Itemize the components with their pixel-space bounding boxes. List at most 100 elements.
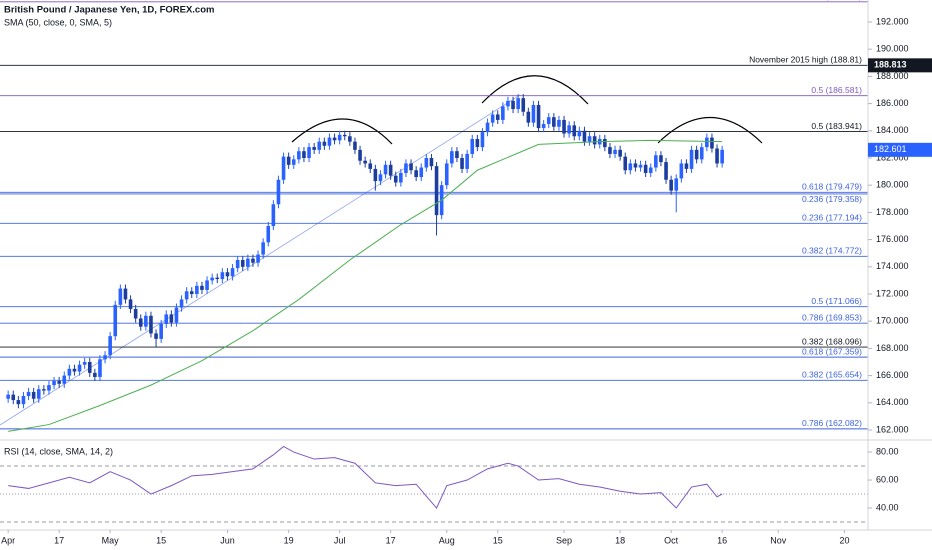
candle-body — [133, 308, 138, 319]
price-pane: 0.382 (193.483) November 2015 high (188.8… — [0, 0, 868, 432]
x-tick-label: Jul — [334, 535, 346, 545]
y-tick-label: 170.000 — [876, 316, 909, 326]
candle-body — [57, 381, 61, 384]
candle-body — [699, 147, 704, 160]
candle-body — [536, 104, 541, 129]
candle-body — [541, 124, 546, 129]
candle-body — [705, 137, 709, 148]
y-tick-label: 40.00 — [876, 502, 899, 512]
candle-body — [592, 136, 597, 145]
level-label: 0.618 (167.359) — [802, 346, 862, 356]
candle-body — [419, 167, 424, 178]
candle-body — [205, 280, 209, 290]
candle-body — [470, 138, 475, 154]
candle-body — [317, 141, 322, 150]
candle-body — [149, 315, 153, 334]
candle-body — [195, 285, 199, 294]
candle-body — [256, 254, 260, 263]
legend: British Pound / Japanese Yen, 1D, FOREX.… — [4, 5, 214, 457]
y-tick-label: 174.000 — [876, 261, 909, 271]
candle-body — [297, 151, 301, 160]
candle-body — [72, 368, 77, 372]
candle-body — [291, 159, 296, 165]
candle-body — [184, 291, 189, 300]
candle-body — [251, 258, 255, 263]
head-arc — [481, 75, 589, 105]
candle-body — [684, 163, 689, 169]
candle-body — [327, 137, 332, 146]
candle-body — [240, 260, 245, 267]
candle-body — [414, 170, 418, 178]
sma-line — [8, 139, 723, 432]
level-label: 0.5 (186.581) — [811, 85, 862, 95]
candle-body — [378, 174, 383, 182]
candle-body — [689, 149, 694, 169]
y-tick-label: 168.000 — [876, 343, 909, 353]
candle-body — [506, 100, 510, 107]
candle-body — [368, 163, 373, 169]
candle-body — [286, 156, 291, 165]
candle-body — [465, 153, 469, 169]
level-label: 0.5 (183.941) — [811, 121, 862, 131]
candle-body — [648, 167, 653, 173]
level-label: November 2015 high (188.81) — [749, 55, 862, 65]
x-tick-label: Jun — [220, 535, 235, 545]
y-tick-label: 184.000 — [876, 125, 909, 135]
candle-body — [82, 362, 87, 365]
candle-body — [118, 288, 123, 305]
candle-body — [312, 147, 316, 150]
candle-body — [546, 117, 551, 124]
candle-body — [679, 163, 684, 179]
level-label: 0.382 (193.483) — [802, 0, 862, 1]
x-tick-label: 18 — [615, 535, 625, 545]
candle-body — [664, 162, 668, 180]
candle-body — [332, 137, 337, 141]
candle-body — [715, 148, 719, 164]
candle-body — [322, 141, 327, 146]
candle-body — [623, 156, 628, 171]
candle-body — [103, 355, 107, 360]
candle-body — [169, 314, 174, 323]
candle-body — [164, 314, 169, 324]
candle-body — [393, 175, 398, 183]
candle-body — [628, 163, 633, 171]
candle-body — [674, 178, 679, 191]
candle-body — [383, 164, 388, 175]
candle-body — [302, 151, 306, 158]
candle-body — [179, 299, 184, 308]
level-label: 0.236 (177.194) — [802, 213, 862, 223]
y-tick-label: 166.000 — [876, 370, 909, 380]
level-label: 0.236 (179.358) — [802, 194, 862, 204]
candle-body — [373, 168, 378, 182]
candle-body — [429, 158, 434, 167]
x-tick-label: 15 — [156, 535, 166, 545]
y-tick-label: 180.000 — [876, 180, 909, 190]
candle-body — [230, 268, 235, 277]
candle-body — [501, 106, 505, 120]
candle-body — [720, 149, 724, 164]
candle-body — [710, 137, 714, 149]
candle-body — [659, 155, 663, 163]
candle-body — [363, 160, 367, 164]
level-badge-label: 188.813 — [874, 60, 907, 70]
candle-body — [261, 242, 265, 255]
y-tick-label: 176.000 — [876, 234, 909, 244]
candle-body — [246, 258, 250, 267]
level-label: 0.786 (162.082) — [802, 418, 862, 428]
candle-body — [225, 272, 230, 277]
candle-body — [144, 315, 148, 327]
y-tick-label: 172.000 — [876, 288, 909, 298]
candle-body — [210, 277, 214, 281]
candle-body — [552, 117, 556, 127]
y-tick-label: 162.000 — [876, 424, 909, 434]
candle-body — [562, 119, 566, 134]
candle-body — [582, 130, 587, 142]
left-shoulder-arc — [291, 118, 393, 145]
rsi-pane — [0, 445, 868, 523]
x-tick-label: Sep — [556, 535, 572, 545]
candle-body — [613, 149, 617, 154]
last-price-label: 182.601 — [874, 144, 907, 154]
level-label: 0.382 (174.772) — [802, 246, 862, 256]
